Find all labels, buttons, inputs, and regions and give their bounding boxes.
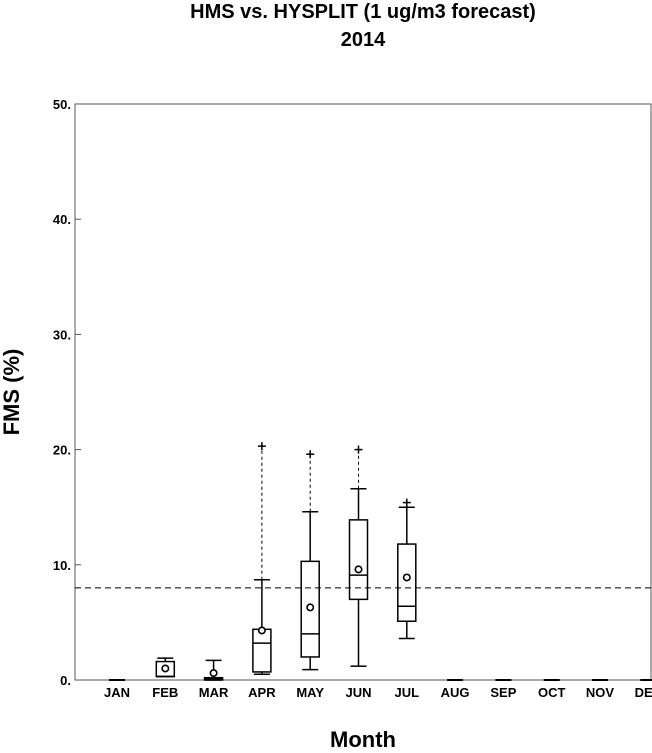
x-tick-label: JUN — [345, 685, 371, 700]
y-tick-label: 10. — [53, 558, 71, 573]
y-tick-label: 50. — [53, 97, 71, 112]
box-mean-marker — [257, 626, 266, 635]
x-tick-label: NOV — [586, 685, 615, 700]
box-iqr — [300, 560, 320, 658]
box-mean-marker — [161, 664, 170, 673]
y-tick-label: 20. — [53, 443, 71, 458]
box-feb — [155, 657, 176, 678]
box-jul — [397, 498, 417, 640]
x-tick-label: APR — [248, 685, 276, 700]
y-tick-label: 40. — [53, 212, 71, 227]
chart-subtitle: 2014 — [340, 29, 386, 51]
x-tick-label: SEP — [490, 685, 516, 700]
chart-title: HMS vs. HYSPLIT (1 ug/m3 forecast) — [190, 1, 536, 23]
x-tick-label: MAR — [199, 685, 229, 700]
x-tick-label: JUL — [395, 685, 420, 700]
y-axis-ticks: 0. 10. 20. 30. 40. 50. — [53, 97, 81, 688]
box-mean-marker — [354, 565, 363, 574]
box-may — [300, 450, 320, 671]
x-axis-label: Month — [330, 727, 396, 752]
box-mar — [203, 659, 224, 681]
x-tick-label: AUG — [441, 685, 470, 700]
plot-frame — [74, 103, 652, 681]
x-tick-label: OCT — [538, 685, 566, 700]
box-mean-marker — [402, 573, 411, 582]
box-mean-marker — [306, 603, 315, 612]
box-mean-marker — [209, 669, 218, 678]
x-tick-label: MAY — [296, 685, 324, 700]
x-tick-label: FEB — [152, 685, 178, 700]
x-tick-label: JAN — [104, 685, 130, 700]
box-iqr — [252, 628, 272, 673]
box-apr — [252, 442, 272, 675]
y-tick-label: 0. — [60, 673, 71, 688]
x-tick-label: DEC — [635, 685, 652, 700]
x-axis-ticks: JAN FEB MAR APR MAY JUN JUL AUG SEP OCT NOV DEC — [104, 685, 652, 700]
box-iqr — [348, 519, 369, 601]
box-jun — [348, 445, 369, 667]
y-tick-label: 30. — [53, 327, 71, 342]
box-iqr — [397, 543, 417, 622]
box-series — [109, 442, 652, 681]
